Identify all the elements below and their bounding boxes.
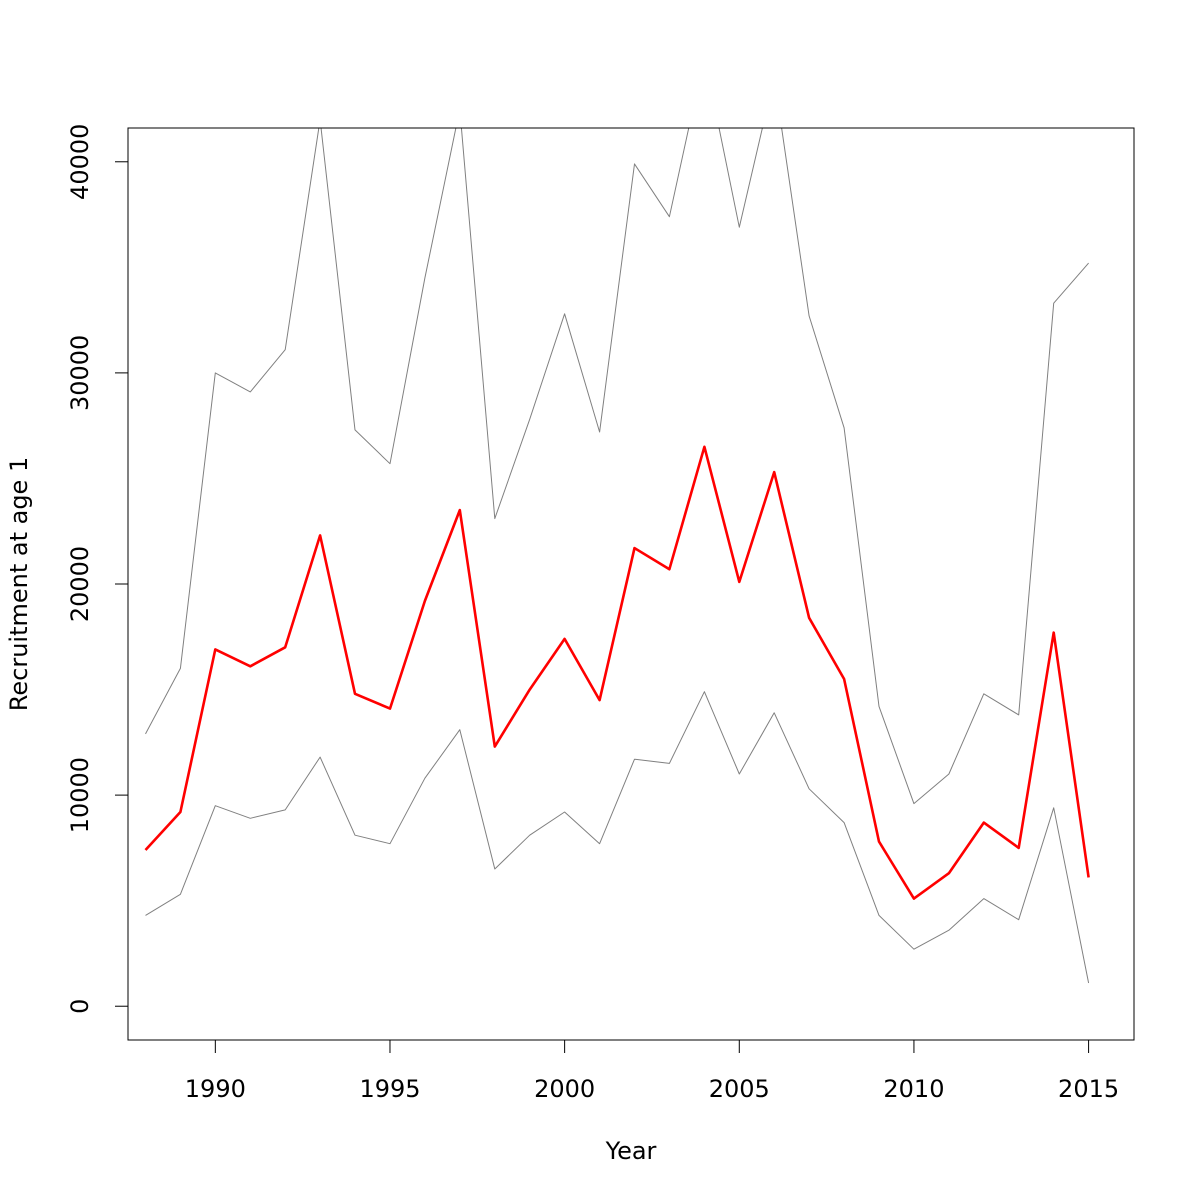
- x-tick-label: 2000: [534, 1075, 595, 1103]
- y-axis-title: Recruitment at age 1: [5, 457, 33, 711]
- y-tick-label: 40000: [66, 124, 94, 200]
- x-tick-label: 2010: [883, 1075, 944, 1103]
- y-tick-label: 20000: [66, 546, 94, 622]
- x-tick-label: 1990: [185, 1075, 246, 1103]
- recruitment-estimate-line: [144, 445, 1090, 900]
- upper-bound-line: [145, 128, 1089, 805]
- y-tick-label: 10000: [66, 757, 94, 833]
- plot-frame: [127, 127, 1135, 1041]
- lower-bound-line: [145, 691, 1090, 984]
- y-tick-label: 0: [66, 999, 94, 1014]
- x-tick-label: 1995: [359, 1075, 420, 1103]
- y-tick-label: 30000: [66, 335, 94, 411]
- y-axis: 0 10000 20000 30000 40000: [66, 124, 129, 1014]
- x-tick-label: 2015: [1058, 1075, 1119, 1103]
- series-layer: [144, 128, 1090, 984]
- x-axis-title: Year: [605, 1137, 657, 1165]
- x-tick-label: 2005: [709, 1075, 770, 1103]
- x-axis: 1990 1995 2000 2005 2010 2015: [185, 1039, 1119, 1103]
